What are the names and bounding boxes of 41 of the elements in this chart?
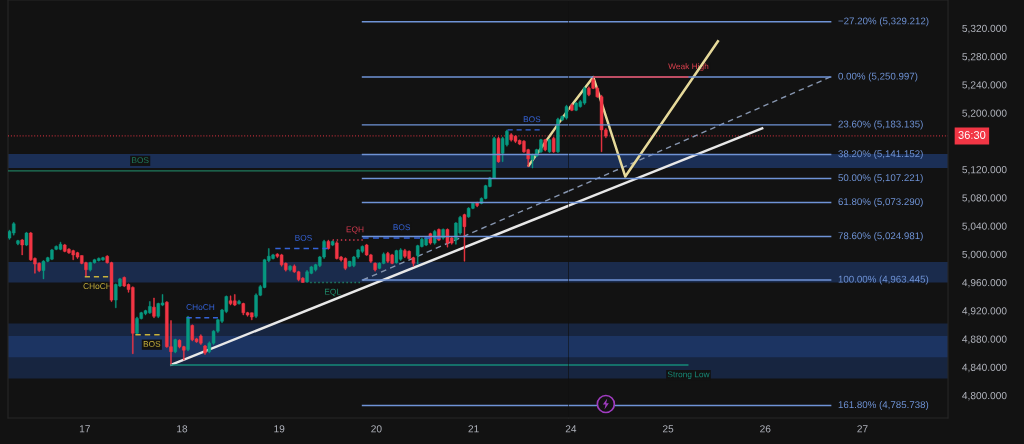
y-tick-label: 4,960.000 [962,279,1007,288]
series-label: 161.80% (4,785.738) [838,400,929,410]
series-label: 23.60% (5,183.135) [838,120,923,130]
x-tick-label: 25 [662,425,674,433]
y-tick-label: 4,800.000 [962,392,1007,401]
annotation: BOS [523,116,541,123]
series-label: −27.20% (5,329.212) [838,17,929,27]
x-tick-label: 20 [371,425,382,433]
annotation: CHoCH [186,304,215,310]
text: 36:30 [958,131,986,139]
annotation: Strong Low [667,371,710,379]
y-tick-label: 5,280.000 [962,53,1007,62]
x-tick-label: 19 [274,425,285,433]
series-label: 100.00% (4,963.445) [838,275,929,285]
x-tick-label: 26 [760,425,771,433]
annotation: BOS [295,234,312,241]
x-tick-label: 17 [79,425,90,433]
series-label: 0.00% (5,250.997) [838,72,918,82]
y-tick-label: 4,880.000 [962,335,1007,344]
y-tick-label: 5,080.000 [962,194,1007,203]
x-tick-label: 27 [857,425,868,433]
series-label: 50.00% (5,107.221) [838,173,923,184]
y-tick-label: 5,200.000 [962,109,1007,118]
x-tick-label: 21 [468,425,479,433]
x-tick-label: 18 [177,425,188,433]
y-tick-label: 5,240.000 [962,81,1007,90]
annotation: EQL [324,288,341,297]
annotation: BOS [143,341,161,347]
annotation: BOS [393,224,411,231]
series-label: 78.60% (5,024.981) [838,232,923,242]
annotation: BOS [132,157,149,164]
y-tick-label: 5,320.000 [962,24,1007,34]
annotation: EQH [346,226,364,234]
series-label: 61.80% (5,073.290) [838,197,923,207]
x-tick-label: 24 [565,425,577,433]
y-tick-label: 5,000.000 [962,250,1007,260]
y-tick-label: 4,920.000 [962,307,1007,316]
y-tick-label: 4,840.000 [962,363,1007,373]
series-label: 38.20% (5,141.152) [838,149,923,160]
y-tick-label: 5,120.000 [962,166,1007,175]
y-tick-label: 5,040.000 [962,222,1007,231]
